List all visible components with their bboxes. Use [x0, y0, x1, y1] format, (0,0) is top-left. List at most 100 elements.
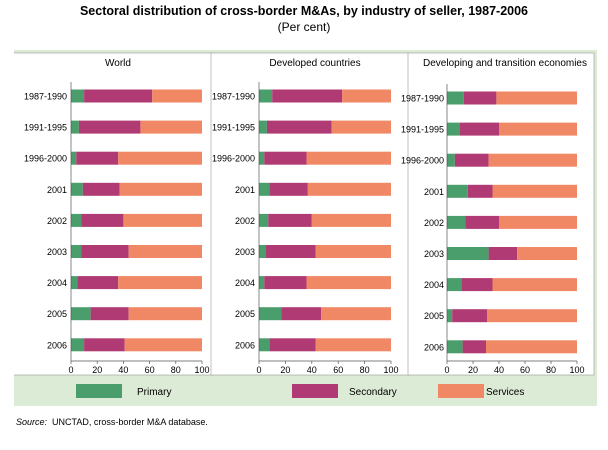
- bar-segment-services: [321, 307, 391, 321]
- bar-segment-primary: [447, 122, 460, 136]
- category-label: 2003: [47, 247, 67, 257]
- bar-segment-primary: [259, 182, 270, 196]
- bar-segment-secondary: [461, 278, 493, 292]
- bar-segment-secondary: [81, 245, 129, 258]
- bar-segment-secondary: [269, 338, 316, 352]
- category-label: 2003: [235, 247, 255, 257]
- bar-segment-services: [499, 215, 577, 229]
- chart-svg: World1987-19901991-19951996-200020012002…: [14, 52, 595, 398]
- category-label: 2005: [424, 311, 444, 321]
- bar-segment-secondary: [82, 182, 120, 196]
- x-tick-label: 100: [569, 365, 584, 375]
- x-tick-label: 40: [118, 365, 128, 375]
- category-label: 1991-1995: [212, 123, 255, 133]
- category-label: 2005: [235, 309, 255, 319]
- bar-segment-secondary: [488, 247, 518, 260]
- bar-segment-secondary: [264, 276, 307, 290]
- bar-segment-services: [128, 245, 202, 258]
- bar-segment-primary: [71, 151, 77, 165]
- bar-segment-secondary: [269, 182, 308, 196]
- x-tick-label: 60: [333, 365, 343, 375]
- bar-segment-services: [315, 245, 391, 258]
- bar-segment-primary: [447, 340, 463, 354]
- bar-segment-primary: [71, 182, 83, 196]
- category-label: 1987-1990: [24, 92, 67, 102]
- category-label: 1996-2000: [212, 154, 255, 164]
- bar-segment-services: [488, 153, 577, 167]
- category-label: 1996-2000: [24, 154, 67, 164]
- x-tick-label: 80: [360, 365, 370, 375]
- x-tick-label: 40: [307, 365, 317, 375]
- bar-segment-primary: [447, 215, 466, 229]
- bar-segment-services: [123, 213, 202, 227]
- bar-segment-services: [306, 151, 391, 165]
- bar-segment-secondary: [81, 213, 124, 227]
- category-label: 2003: [424, 249, 444, 259]
- bar-segment-secondary: [462, 340, 486, 354]
- bar-segment-services: [118, 151, 202, 165]
- bar-segment-services: [140, 120, 202, 134]
- category-label: 2005: [47, 309, 67, 319]
- source-text: UNCTAD, cross-border M&A database.: [52, 417, 208, 427]
- category-label: 1991-1995: [24, 123, 67, 133]
- bar-segment-secondary: [77, 276, 119, 290]
- x-tick-label: 20: [92, 365, 102, 375]
- bar-segment-services: [517, 247, 577, 260]
- chart-area: World 1987-1990 1991-1995 1996-2000 2001 2002…: [14, 50, 597, 406]
- category-label: 1987-1990: [212, 92, 255, 102]
- bar-segment-secondary: [78, 120, 141, 134]
- bar-segment-secondary: [268, 213, 312, 227]
- chart-title: Sectoral distribution of cross-border M&…: [79, 4, 529, 18]
- bar-segment-primary: [447, 91, 464, 105]
- legend-swatch-services: [438, 384, 484, 398]
- bar-segment-secondary: [84, 338, 125, 352]
- x-tick-label: 0: [444, 365, 449, 375]
- bar-segment-secondary: [465, 215, 499, 229]
- bar-segment-primary: [71, 307, 91, 321]
- bar-segment-services: [499, 122, 577, 136]
- bar-segment-services: [124, 338, 202, 352]
- bar-segment-primary: [71, 276, 78, 290]
- bar-segment-primary: [447, 153, 455, 167]
- bar-segment-secondary: [281, 307, 322, 321]
- category-label: 2001: [424, 187, 444, 197]
- category-label: 2006: [424, 342, 444, 352]
- bar-segment-secondary: [84, 89, 153, 103]
- bar-segment-secondary: [76, 151, 119, 165]
- bar-segment-services: [118, 276, 202, 290]
- bar-segment-services: [311, 213, 391, 227]
- source-note: Source: UNCTAD, cross-border M&A databas…: [16, 417, 208, 427]
- x-tick-label: 80: [171, 365, 181, 375]
- bar-segment-primary: [447, 184, 468, 198]
- bar-segment-services: [307, 182, 391, 196]
- bar-segment-primary: [259, 307, 282, 321]
- bar-segment-primary: [71, 245, 82, 258]
- bar-segment-primary: [259, 338, 270, 352]
- category-label: 2002: [47, 216, 67, 226]
- bar-segment-services: [486, 340, 577, 354]
- source-label: Source:: [16, 417, 48, 427]
- bar-segment-secondary: [264, 151, 307, 165]
- category-label: 2002: [235, 216, 255, 226]
- category-label: 2001: [235, 185, 255, 195]
- legend-label-services: Services: [486, 387, 524, 398]
- bar-segment-services: [119, 182, 202, 196]
- x-tick-label: 100: [383, 365, 398, 375]
- x-tick-label: 20: [468, 365, 478, 375]
- category-label: 1996-2000: [401, 156, 444, 166]
- category-label: 2006: [235, 340, 255, 350]
- category-label: 1987-1990: [401, 94, 444, 104]
- bar-segment-secondary: [90, 307, 129, 321]
- category-label: 1991-1995: [401, 125, 444, 135]
- x-tick-label: 0: [256, 365, 261, 375]
- legend-label-primary: Primary: [137, 387, 171, 398]
- bar-segment-primary: [259, 151, 265, 165]
- bar-segment-primary: [447, 247, 489, 260]
- legend-label-secondary: Secondary: [349, 387, 397, 398]
- bar-segment-services: [487, 309, 577, 323]
- bar-segment-secondary: [460, 122, 499, 136]
- bar-segment-services: [331, 120, 391, 134]
- panel-title: Developing and transition economies: [423, 58, 587, 69]
- bar-segment-primary: [259, 89, 273, 103]
- bar-segment-primary: [259, 276, 265, 290]
